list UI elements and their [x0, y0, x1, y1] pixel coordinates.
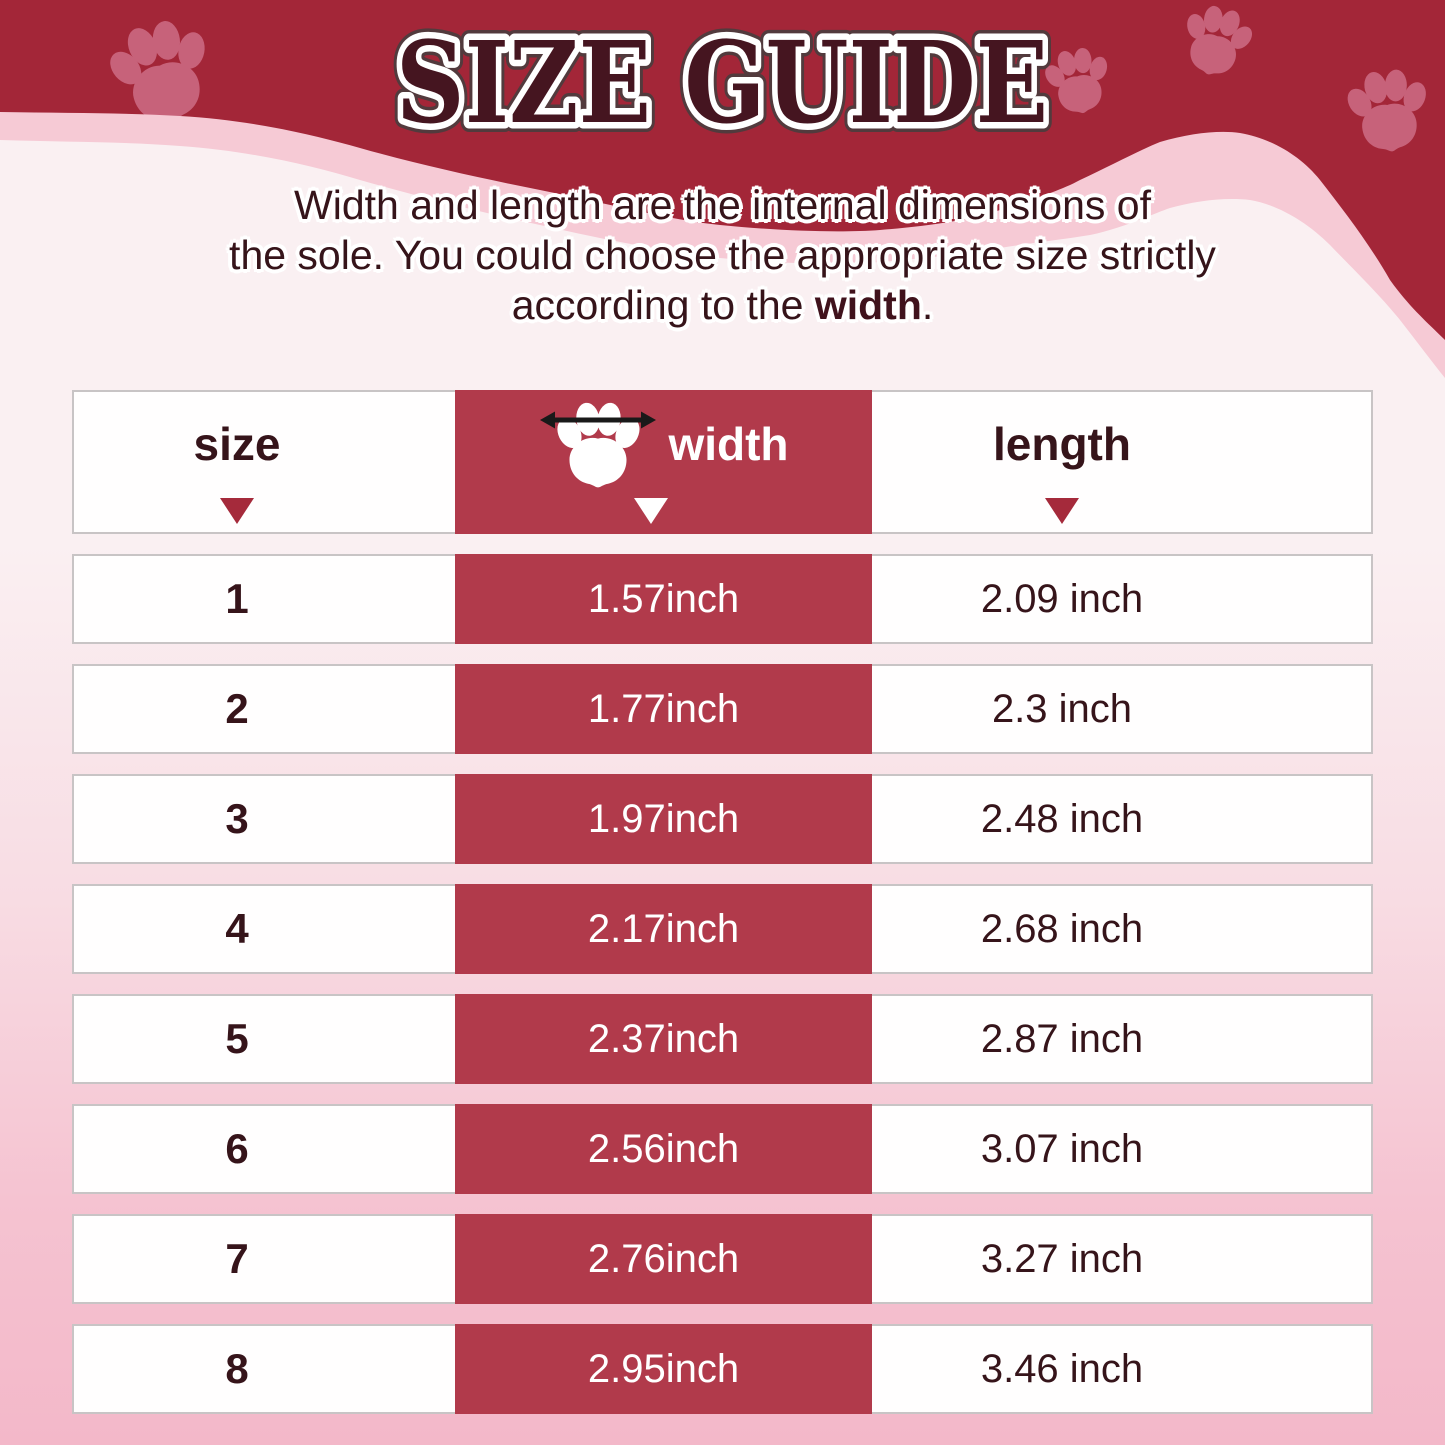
- description-line: Width and length are the internal dimens…: [294, 182, 1151, 228]
- size-cell: 5: [225, 1015, 249, 1062]
- width-column-highlight: [455, 1104, 872, 1194]
- table-row: 3 1.97inch 2.48 inch: [72, 774, 1373, 864]
- width-column-triangle-down-icon: [634, 498, 668, 524]
- length-column-label: length: [993, 418, 1131, 470]
- length-cell: 3.27 inch: [980, 1236, 1144, 1281]
- length-cell: 2.87 inch: [980, 1016, 1144, 1061]
- width-cell: 2.17inch: [587, 906, 740, 951]
- description-line3-prefix: according to the: [511, 282, 815, 328]
- description-line3-suffix: .: [921, 282, 934, 328]
- size-cell: 2: [225, 685, 249, 732]
- size-cell: 8: [225, 1345, 249, 1392]
- width-cell: 2.76inch: [587, 1236, 740, 1281]
- size-cell: 4: [225, 905, 249, 952]
- size-column-triangle-down-icon: [220, 498, 254, 524]
- table-row: 2 1.77inch 2.3 inch: [72, 664, 1373, 754]
- length-cell: 3.07 inch: [980, 1126, 1144, 1171]
- table-row: 8 2.95inch 3.46 inch: [72, 1324, 1373, 1414]
- width-cell: 2.37inch: [587, 1016, 740, 1061]
- width-column-highlight: [455, 1214, 872, 1304]
- width-column-highlight: [455, 994, 872, 1084]
- width-column-highlight: [455, 884, 872, 974]
- size-cell: 1: [225, 575, 249, 622]
- table-row: 4 2.17inch 2.68 inch: [72, 884, 1373, 974]
- table-row: 1 1.57inch 2.09 inch: [72, 554, 1373, 644]
- width-cell: 2.95inch: [587, 1346, 740, 1391]
- table-row: 6 2.56inch 3.07 inch: [72, 1104, 1373, 1194]
- width-column-label: width: [668, 418, 789, 470]
- size-cell: 6: [225, 1125, 249, 1172]
- horizontal-double-arrow-icon: [540, 411, 657, 429]
- length-column-triangle-down-icon: [1045, 498, 1079, 524]
- width-column-highlight: [455, 774, 872, 864]
- description-line: the sole. You could choose the appropria…: [229, 232, 1216, 278]
- width-cell: 1.77inch: [587, 686, 740, 731]
- paw-print-icon: [553, 401, 645, 488]
- description-line: according to the width.: [0, 280, 1445, 330]
- width-column-highlight: [455, 1324, 872, 1414]
- width-cell: 1.97inch: [587, 796, 740, 841]
- width-column-highlight: [455, 664, 872, 754]
- column-header-size: size: [74, 392, 400, 496]
- length-cell: 3.46 inch: [980, 1346, 1144, 1391]
- size-column-label: size: [193, 418, 281, 470]
- size-cell: 3: [225, 795, 249, 842]
- width-cell: 1.57inch: [587, 576, 740, 621]
- length-cell: 2.3 inch: [991, 686, 1133, 731]
- width-cell: 2.56inch: [587, 1126, 740, 1171]
- length-cell: 2.48 inch: [980, 796, 1144, 841]
- description-line3-bold: width: [814, 282, 922, 328]
- page-title: SIZE GUIDE: [396, 16, 1048, 149]
- paw-width-icon: [540, 401, 657, 488]
- table-row: 5 2.37inch 2.87 inch: [72, 994, 1373, 1084]
- description: Width and length are the internal dimens…: [0, 180, 1445, 330]
- column-header-width: width: [455, 392, 872, 496]
- table-row: 7 2.76inch 3.27 inch: [72, 1214, 1373, 1304]
- length-cell: 2.09 inch: [980, 576, 1144, 621]
- size-cell: 7: [225, 1235, 249, 1282]
- length-cell: 2.68 inch: [980, 906, 1144, 951]
- table-header-row: size width length: [72, 390, 1373, 534]
- page-title-outline: SIZE GUIDE: [396, 16, 1048, 149]
- column-header-length: length: [873, 392, 1251, 496]
- width-column-highlight: [455, 554, 872, 644]
